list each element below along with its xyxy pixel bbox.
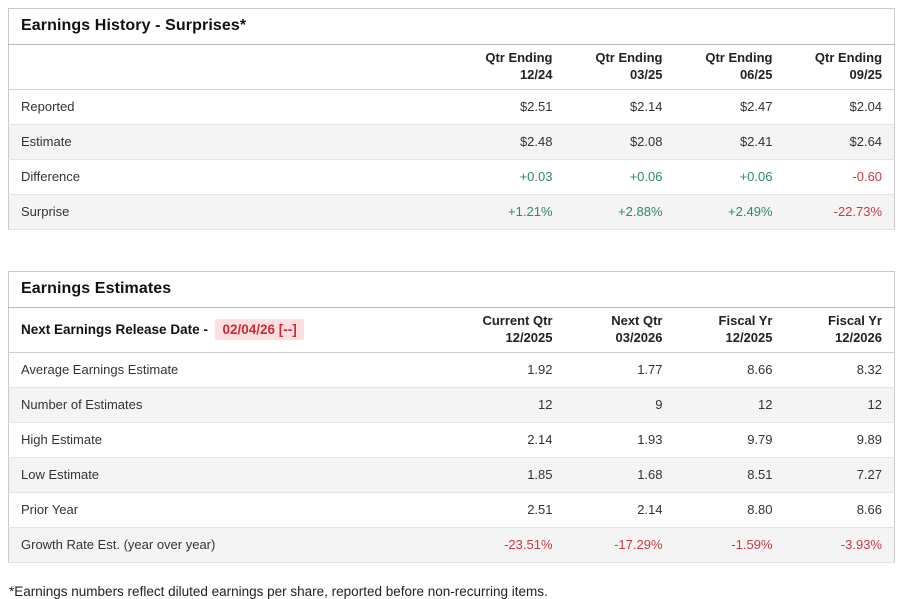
value-cell: +2.88% — [618, 204, 663, 220]
next-earnings-release-cell: Next Earnings Release Date - 02/04/26 [-… — [8, 307, 455, 353]
value-cell: $2.47 — [739, 99, 773, 115]
column-header: Fiscal Yr 12/2025 — [674, 307, 785, 353]
column-header-line1: Fiscal Yr — [828, 312, 882, 328]
value-cell: 1.85 — [527, 467, 553, 483]
column-header-line2: 12/2025 — [725, 329, 773, 345]
empty-header-cell — [8, 44, 455, 90]
column-header-row: Qtr Ending 12/24 Qtr Ending 03/25 Qtr Endi… — [8, 44, 895, 90]
value-cell: 8.66 — [747, 362, 773, 378]
column-header-line2: 12/2026 — [835, 329, 882, 345]
column-header-line1: Next Qtr — [611, 312, 663, 328]
value-cell: 8.32 — [856, 362, 882, 378]
row-label: Reported — [21, 99, 75, 115]
estimates-table-title: Earnings Estimates — [21, 279, 172, 297]
value-cell: 12 — [538, 397, 553, 413]
column-header-line1: Qtr Ending — [485, 50, 553, 65]
column-header: Qtr Ending 06/25 — [674, 44, 785, 90]
table-title-row: Earnings Estimates — [8, 271, 895, 308]
value-cell: +2.49% — [728, 204, 773, 220]
column-header-line1: Qtr Ending — [595, 50, 663, 65]
value-cell: 1.77 — [637, 362, 663, 378]
column-header-row: Next Earnings Release Date - 02/04/26 [-… — [8, 307, 895, 353]
row-label: Estimate — [21, 134, 72, 150]
value-cell: 2.51 — [527, 502, 553, 518]
column-header-line2: 12/2025 — [505, 329, 553, 345]
value-cell: 2.14 — [527, 432, 553, 448]
earnings-estimates-table: Earnings Estimates Next Earnings Release… — [8, 270, 895, 563]
value-cell: 8.66 — [856, 502, 882, 518]
value-cell: 8.51 — [747, 467, 773, 483]
value-cell: $2.41 — [739, 134, 773, 150]
table-title-row: Earnings History - Surprises* — [8, 8, 895, 45]
table-row: Reported $2.51 $2.14 $2.47 $2.04 — [8, 89, 895, 125]
row-label: Difference — [21, 169, 81, 185]
value-cell: $2.04 — [849, 99, 883, 115]
column-header-line2: 03/25 — [629, 66, 663, 82]
table-row: Low Estimate 1.85 1.68 8.51 7.27 — [8, 457, 895, 493]
value-cell: 12 — [758, 397, 773, 413]
column-header-line1: Qtr Ending — [814, 50, 883, 65]
column-header-line2: 03/2026 — [615, 329, 663, 345]
row-label: Low Estimate — [21, 467, 100, 483]
value-cell: 1.93 — [637, 432, 663, 448]
column-header-line1: Fiscal Yr — [718, 312, 773, 328]
value-cell: 9.89 — [856, 432, 882, 448]
value-cell: -1.59% — [731, 537, 773, 553]
column-header: Qtr Ending 12/24 — [454, 44, 565, 90]
row-label: High Estimate — [21, 432, 102, 448]
value-cell: 9 — [655, 397, 663, 413]
value-cell: $2.14 — [629, 99, 663, 115]
next-earnings-release-date: 02/04/26 [--] — [215, 318, 304, 340]
column-header: Qtr Ending 03/25 — [564, 44, 675, 90]
surprises-table-title: Earnings History - Surprises* — [21, 17, 247, 34]
value-cell: 12 — [867, 397, 882, 413]
column-header: Fiscal Yr 12/2026 — [784, 307, 895, 353]
column-header: Current Qtr 12/2025 — [454, 307, 565, 353]
column-header-line1: Qtr Ending — [705, 50, 773, 65]
table-row: Growth Rate Est. (year over year) -23.51… — [8, 527, 895, 563]
value-cell: 1.68 — [637, 467, 663, 483]
value-cell: $2.64 — [849, 134, 883, 150]
earnings-footnote: *Earnings numbers reflect diluted earnin… — [9, 583, 548, 599]
column-header-line1: Current Qtr — [482, 312, 553, 328]
row-label: Average Earnings Estimate — [21, 362, 179, 378]
column-header-line2: 12/24 — [519, 66, 553, 82]
value-cell: +0.06 — [629, 169, 663, 185]
row-label: Surprise — [21, 204, 70, 220]
value-cell: 8.80 — [747, 502, 773, 518]
value-cell: 2.14 — [637, 502, 663, 518]
row-label: Prior Year — [21, 502, 79, 518]
value-cell: $2.48 — [519, 134, 553, 150]
value-cell: -3.93% — [840, 537, 882, 553]
value-cell: $2.08 — [629, 134, 663, 150]
value-cell: -22.73% — [833, 204, 883, 220]
table-row: Number of Estimates 12 9 12 12 — [8, 387, 895, 423]
table-row: Prior Year 2.51 2.14 8.80 8.66 — [8, 492, 895, 528]
row-label: Number of Estimates — [21, 397, 143, 413]
column-header: Next Qtr 03/2026 — [564, 307, 675, 353]
column-header-line2: 06/25 — [739, 66, 773, 82]
value-cell: 9.79 — [747, 432, 773, 448]
next-earnings-release-label: Next Earnings Release Date - — [21, 321, 208, 337]
value-cell: +0.06 — [739, 169, 773, 185]
table-row: Average Earnings Estimate 1.92 1.77 8.66… — [8, 352, 895, 388]
column-header-line2: 09/25 — [849, 66, 883, 82]
column-header: Qtr Ending 09/25 — [784, 44, 895, 90]
value-cell: +1.21% — [508, 204, 553, 220]
value-cell: -0.60 — [852, 169, 883, 185]
value-cell: -17.29% — [614, 537, 663, 553]
earnings-history-surprises-table: Earnings History - Surprises* Qtr Ending… — [8, 8, 896, 230]
value-cell: $2.51 — [519, 99, 553, 115]
value-cell: 1.92 — [527, 362, 553, 378]
table-row: High Estimate 2.14 1.93 9.79 9.89 — [8, 422, 895, 458]
value-cell: +0.03 — [519, 169, 553, 185]
value-cell: 7.27 — [856, 467, 882, 483]
table-row: Surprise +1.21% +2.88% +2.49% -22.73% — [8, 194, 895, 230]
table-row: Difference +0.03 +0.06 +0.06 -0.60 — [8, 159, 895, 195]
value-cell: -23.51% — [504, 537, 553, 553]
table-row: Estimate $2.48 $2.08 $2.41 $2.64 — [8, 124, 895, 160]
row-label: Growth Rate Est. (year over year) — [21, 537, 216, 553]
